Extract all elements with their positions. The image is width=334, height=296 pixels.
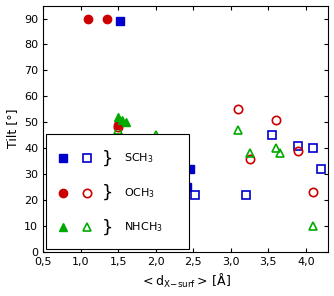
Text: OCH$_3$: OCH$_3$ — [125, 186, 156, 200]
Text: }: } — [102, 218, 113, 236]
Text: NHCH$_3$: NHCH$_3$ — [125, 221, 163, 234]
Text: }: } — [102, 149, 113, 167]
Text: SCH$_3$: SCH$_3$ — [125, 152, 154, 165]
Text: }: } — [102, 184, 113, 202]
X-axis label: $\mathregular{< d_{X\!-\!surf} > \, [\AA]}$: $\mathregular{< d_{X\!-\!surf} > \, [\AA… — [140, 272, 231, 290]
Bar — [46, 134, 189, 250]
Y-axis label: Tilt [°]: Tilt [°] — [6, 109, 19, 149]
